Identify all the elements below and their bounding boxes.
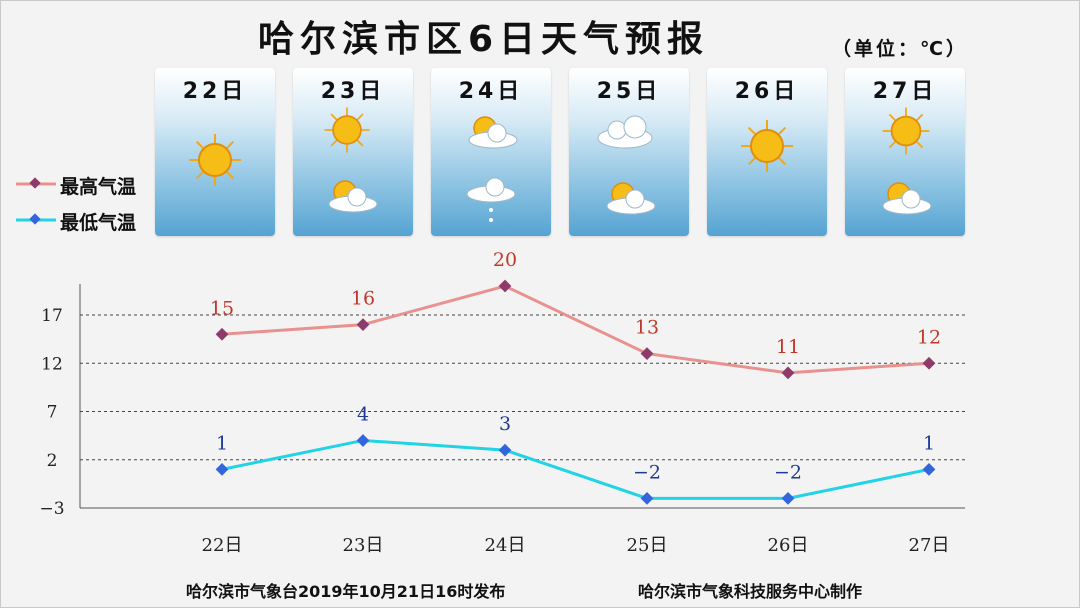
data-label-low: 4 — [357, 403, 369, 425]
x-tick-label: 26日 — [768, 535, 809, 556]
day-date: 26日 — [734, 79, 800, 104]
x-tick-label: 24日 — [485, 535, 526, 556]
cloud-icon — [597, 115, 653, 149]
partly-cloudy-icon — [468, 116, 518, 149]
day-date: 23日 — [320, 79, 386, 104]
sun-icon — [189, 134, 241, 186]
day-card-26: 26日 — [707, 68, 827, 236]
data-label-high: 16 — [351, 288, 375, 310]
data-point-high — [922, 356, 936, 370]
legend-label-low: 最低气温 — [60, 212, 137, 234]
y-tick-label: 7 — [47, 403, 58, 423]
x-tick-label: 25日 — [627, 535, 668, 556]
chart-legend: 最高气温 最低气温 — [14, 170, 154, 242]
partly-cloudy-icon — [328, 180, 378, 213]
day-date: 27日 — [872, 79, 938, 104]
data-point-high — [640, 347, 654, 360]
data-label-high: 12 — [917, 326, 941, 348]
day-date: 24日 — [458, 79, 524, 104]
data-point-high — [356, 318, 370, 332]
unit-label: （单位：℃） — [832, 38, 969, 60]
data-label-low: 1 — [923, 432, 935, 454]
data-point-low — [215, 463, 229, 476]
data-label-high: 15 — [210, 297, 234, 319]
data-label-high: 13 — [635, 317, 659, 339]
y-tick-label: 12 — [41, 354, 63, 374]
data-point-high — [215, 327, 229, 341]
x-tick-label: 27日 — [909, 535, 950, 556]
day-card-24: 24日 — [431, 68, 551, 236]
x-tick-label: 22日 — [202, 535, 243, 556]
partly-cloudy-icon — [882, 182, 932, 215]
sun-icon — [882, 107, 930, 155]
data-label-high: 11 — [776, 336, 800, 358]
y-tick-label: 17 — [41, 306, 63, 326]
series-line-high — [221, 284, 930, 375]
data-point-high — [498, 279, 512, 293]
data-point-low — [498, 443, 512, 457]
legend-item-high: 最高气温 — [14, 170, 154, 206]
data-label-low: −2 — [774, 461, 802, 483]
day-card-27: 27日 — [845, 68, 965, 236]
footer-publisher: 哈尔滨市气象台2019年10月21日16时发布 — [186, 582, 506, 601]
data-label-low: 1 — [216, 432, 228, 454]
data-label-low: 3 — [499, 413, 511, 435]
sun-icon — [324, 107, 370, 153]
data-label-high: 20 — [493, 249, 517, 271]
y-tick-label: 2 — [47, 451, 58, 471]
data-point-low — [640, 491, 654, 505]
data-point-low — [922, 463, 936, 476]
partly-cloudy-icon — [606, 182, 656, 215]
series-line-low — [221, 438, 930, 500]
data-point-high — [781, 366, 795, 380]
data-label-low: −2 — [633, 461, 661, 483]
day-date: 22日 — [182, 79, 248, 104]
day-card-23: 23日 — [293, 68, 413, 236]
day-card-25: 25日 — [569, 68, 689, 236]
x-tick-label: 23日 — [343, 535, 384, 556]
day-card-22: 22日 — [155, 68, 275, 236]
sun-icon — [741, 120, 793, 172]
footer-producer: 哈尔滨市气象科技服务中心制作 — [638, 582, 863, 601]
legend-item-low: 最低气温 — [14, 206, 154, 242]
legend-swatch-low — [16, 213, 56, 225]
data-point-low — [356, 434, 370, 447]
legend-swatch-high — [16, 177, 56, 189]
page-title: 哈尔滨市区6日天气预报 — [258, 19, 710, 60]
day-date: 25日 — [596, 79, 662, 104]
legend-label-high: 最高气温 — [60, 176, 137, 198]
y-tick-label: −3 — [39, 499, 64, 519]
cloud-light-rain-icon — [466, 177, 516, 222]
data-point-low — [781, 491, 795, 505]
